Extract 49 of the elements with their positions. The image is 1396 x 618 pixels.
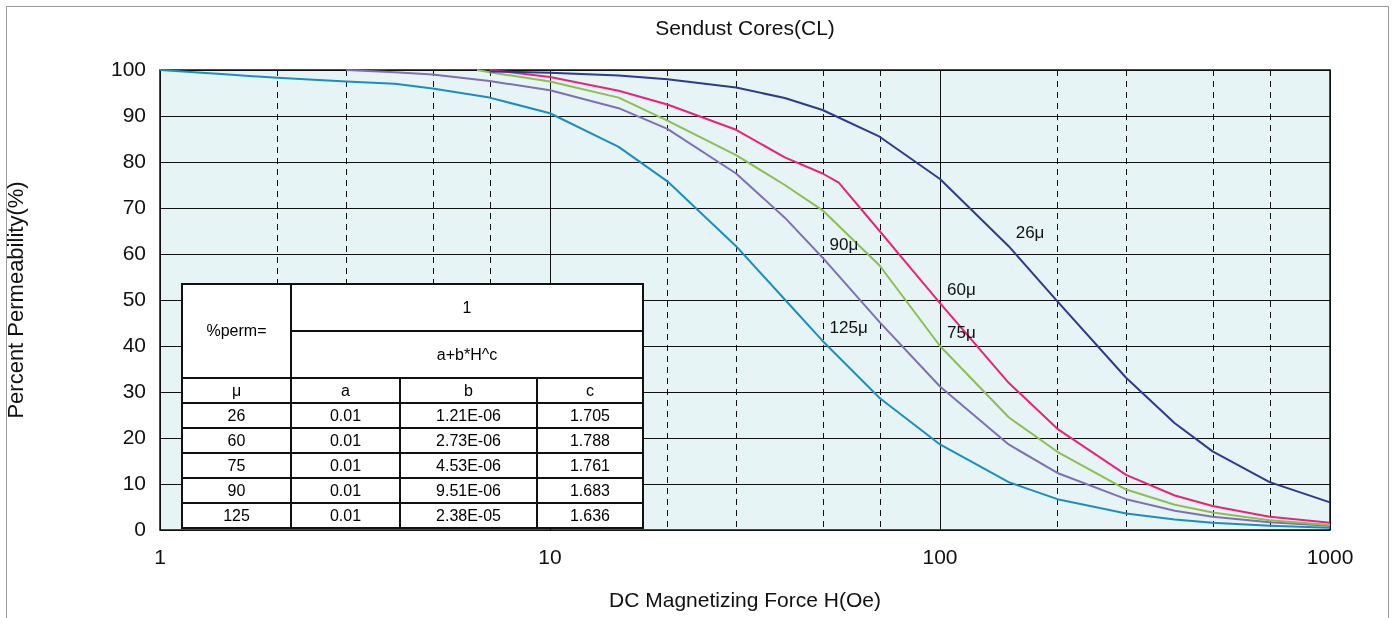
annotation: 90 — [182, 478, 291, 503]
y-tick-label: 70 — [122, 194, 146, 218]
annotation: 125μ — [829, 318, 868, 338]
x-axis-title: DC Magnetizing Force H(Oe) — [609, 588, 881, 612]
chart-title: Sendust Cores(CL) — [655, 16, 835, 40]
annotation: μ — [182, 378, 291, 403]
annotation: %perm= — [182, 284, 291, 378]
x-tick-label: 1000 — [1306, 545, 1354, 569]
y-tick-label: 90 — [122, 102, 146, 126]
annotation: 1.683 — [537, 478, 643, 503]
annotation: 60μ — [947, 280, 976, 300]
y-axis-title: Percent Permeability(%) — [3, 181, 29, 419]
annotation: 1 — [291, 284, 643, 331]
annotation: b — [400, 378, 537, 403]
y-tick-label: 80 — [122, 148, 146, 172]
annotation: 1.788 — [537, 428, 643, 453]
annotation: 0.01 — [291, 478, 400, 503]
x-tick-label: 1 — [154, 545, 166, 569]
annotation: 0.01 — [291, 403, 400, 428]
annotation: a+b*H^c — [291, 331, 643, 378]
y-tick-label: 60 — [122, 240, 146, 264]
annotation: 1.636 — [537, 503, 643, 528]
annotation: 0.01 — [291, 428, 400, 453]
x-tick-label: 10 — [538, 545, 562, 569]
annotation: 125 — [182, 503, 291, 528]
annotation: a — [291, 378, 400, 403]
annotation: 4.53E-06 — [400, 453, 537, 478]
annotation: 2.73E-06 — [400, 428, 537, 453]
y-tick-label: 30 — [122, 378, 146, 402]
annotation: 9.51E-06 — [400, 478, 537, 503]
annotation: 26 — [182, 403, 291, 428]
y-tick-label: 50 — [122, 286, 146, 310]
annotation: 0.01 — [291, 503, 400, 528]
annotation: 75 — [182, 453, 291, 478]
y-tick-label: 40 — [122, 332, 146, 356]
annotation: 0.01 — [291, 453, 400, 478]
y-tick-label: 0 — [134, 516, 146, 540]
annotation: 1.21E-06 — [400, 403, 537, 428]
annotation: 1.705 — [537, 403, 643, 428]
annotation: 60 — [182, 428, 291, 453]
annotation: 90μ — [829, 234, 859, 254]
y-tick-label: 10 — [122, 470, 146, 494]
annotation: 1.761 — [537, 453, 643, 478]
x-tick-label: 100 — [922, 545, 958, 569]
annotation: 2.38E-05 — [400, 503, 537, 528]
y-tick-label: 20 — [122, 424, 146, 448]
annotation: 26μ — [1015, 223, 1045, 243]
y-tick-label: 100 — [110, 56, 146, 80]
annotation: c — [537, 378, 643, 403]
